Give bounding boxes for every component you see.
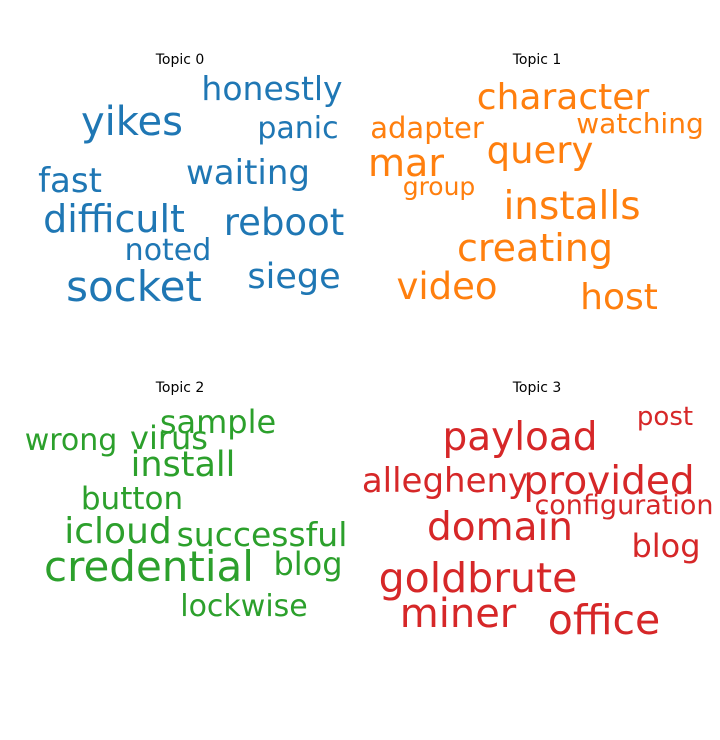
topic-1-word-host: host xyxy=(580,277,658,318)
topic-2-word-virus: virus xyxy=(130,419,208,457)
topic-3-word-payload: payload xyxy=(442,415,598,460)
topic-0-panel: Topic 0 honestly yikes panic waiting fast dif… xyxy=(0,52,360,412)
topic-3-word-office: office xyxy=(547,596,661,644)
topic-3-word-domain: domain xyxy=(426,505,574,550)
topic-2-word-wrong: wrong xyxy=(24,423,118,458)
topic-0-word-socket: socket xyxy=(66,262,202,311)
topic-0-word-siege: siege xyxy=(247,257,341,297)
topic-2-word-credential: credential xyxy=(44,542,254,591)
topic-0-word-fast: fast xyxy=(38,161,102,201)
topic-0-word-noted: noted xyxy=(124,233,212,268)
topic-2-word-icloud: icloud xyxy=(64,511,172,552)
topic-3-word-blog: blog xyxy=(631,527,701,565)
topic-1-word-query: query xyxy=(486,129,594,172)
topic-1-title: Topic 1 xyxy=(512,52,562,68)
topic-1-word-mar: mar xyxy=(368,141,444,185)
topic-1-word-watching: watching xyxy=(576,107,704,140)
topic-1-word-video: video xyxy=(396,265,498,308)
topic-3-word-configuration: configuration xyxy=(534,490,714,521)
topic-2-word-successful: successful xyxy=(176,515,348,554)
topic-0-word-waiting: waiting xyxy=(186,153,310,193)
topic-3-panel: Topic 3 post payload allegheny provided conf… xyxy=(357,380,717,740)
topic-3-word-miner: miner xyxy=(399,591,517,637)
topic-1-panel: Topic 1 character adapter watching query mar… xyxy=(357,52,717,412)
topic-2-word-lockwise: lockwise xyxy=(180,589,308,624)
topic-0-word-honestly: honestly xyxy=(201,69,343,108)
topic-2-panel: Topic 2 sample wrong virus install button icl… xyxy=(0,380,360,740)
topic-3-word-post: post xyxy=(636,402,694,432)
topic-2-word-button: button xyxy=(80,481,184,517)
topic-3-word-allegheny: allegheny xyxy=(361,461,529,501)
topic-3-word-provided: provided xyxy=(523,459,695,504)
topic-2-word-sample: sample xyxy=(159,403,277,441)
topic-1-word-installs: installs xyxy=(503,184,641,229)
topic-0-word-reboot: reboot xyxy=(223,201,345,244)
topic-0-word-panic: panic xyxy=(257,111,339,146)
topic-1-word-creating: creating xyxy=(456,226,614,270)
topic-2-title: Topic 2 xyxy=(155,380,205,396)
topic-2-word-install: install xyxy=(130,445,236,485)
topic-1-word-character: character xyxy=(476,77,650,118)
topic-0-title: Topic 0 xyxy=(155,52,205,68)
topic-3-word-goldbrute: goldbrute xyxy=(378,554,578,602)
topic-2-word-blog: blog xyxy=(273,545,343,583)
topic-3-title: Topic 3 xyxy=(512,380,562,396)
topic-0-word-yikes: yikes xyxy=(81,99,183,145)
topic-1-word-adapter: adapter xyxy=(370,111,484,145)
topic-0-word-difficult: difficult xyxy=(43,197,185,241)
topic-1-word-group: group xyxy=(402,172,476,201)
